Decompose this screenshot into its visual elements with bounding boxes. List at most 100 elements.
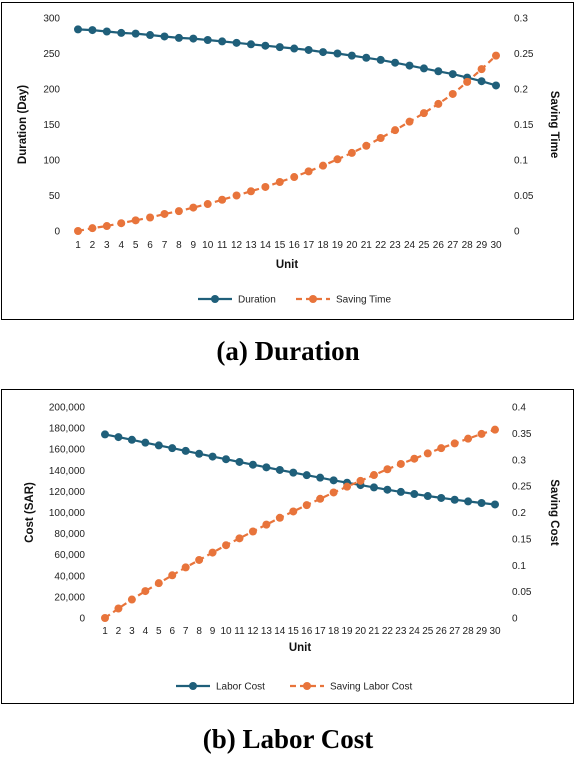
y2-tick-label: 0.2 (514, 85, 528, 96)
labor-cost-data-point (168, 444, 177, 453)
saving-time-data-point (174, 207, 183, 216)
legend-marker-saving-labor-cost (303, 682, 311, 690)
duration-data-point (347, 51, 356, 60)
chart-panel-duration: 0 50 100 150 200 250 300 0 0.05 0.1 0.15 0.2 0.25 0.3… (1, 2, 574, 320)
x-tick-label: 13 (261, 626, 273, 637)
saving-time-data-point (434, 99, 443, 108)
duration-data-point (218, 37, 227, 46)
saving-time-data-point (74, 227, 82, 235)
y-tick-label: 20,000 (54, 592, 85, 603)
y2-tick-label: 0.05 (514, 191, 534, 202)
x-tick-label: 10 (220, 626, 232, 637)
x-tick-label: 12 (231, 240, 243, 251)
labor-cost-data-point (396, 487, 405, 496)
saving-time-data-point (333, 155, 342, 164)
x-tick-label: 24 (404, 240, 416, 251)
y-tick-label: 160,000 (49, 445, 86, 456)
saving-time-data-point (463, 77, 472, 86)
saving-time-data-point (189, 203, 198, 212)
saving-labor-cost-data-point (491, 425, 499, 434)
saving-labor-cost-data-point (101, 614, 109, 622)
duration-data-point (203, 36, 212, 45)
saving-time-data-point (391, 126, 400, 135)
x-tick-label: 22 (382, 626, 394, 637)
y-tick-label: 0 (79, 614, 85, 625)
caption-labor-cost: (b) Labor Cost (202, 724, 374, 754)
y2-tick-label: 0.05 (512, 587, 532, 598)
x-tick-label: 4 (118, 240, 124, 251)
y-tick-label: 60,000 (54, 550, 85, 561)
x-tick-label: 29 (476, 626, 488, 637)
x-tick-label: 11 (217, 240, 228, 251)
saving-labor-cost-data-point (356, 476, 365, 485)
y2-tick-label: 0.15 (512, 534, 532, 545)
saving-time-series-line (77, 54, 497, 233)
x-tick-label: 2 (116, 626, 122, 637)
labor-cost-data-point (450, 495, 459, 504)
labor-cost-data-point (101, 430, 109, 439)
saving-labor-cost-data-point (181, 563, 190, 572)
saving-time-data-point (419, 109, 428, 118)
x-tick-label: 2 (90, 240, 96, 251)
labor-cost-data-point (208, 452, 217, 461)
labor-cost-data-point (316, 473, 325, 482)
y2-tick-label: 0.15 (514, 120, 534, 131)
labor-cost-data-point (477, 499, 486, 508)
y2-tick-label: 0.25 (512, 482, 532, 493)
x-tick-label: 5 (156, 626, 162, 637)
x-tick-label: 12 (247, 626, 259, 637)
y-tick-label: 50 (49, 191, 61, 202)
labor-cost-data-point (114, 433, 123, 442)
saving-time-data-point (160, 209, 169, 218)
saving-labor-cost-data-point (127, 595, 136, 604)
labor-cost-chart: 0 20,000 40,000 60,000 80,000 100,000 120,000 1… (24, 403, 560, 693)
duration-data-point (102, 27, 111, 36)
x-tick-label: 26 (433, 240, 445, 251)
x-tick-label: 23 (390, 240, 402, 251)
duration-data-point (88, 26, 97, 35)
y-axis-title: Duration (Day) (17, 85, 29, 164)
duration-data-point (492, 81, 500, 90)
x-tick-label: 18 (317, 240, 329, 251)
legend-marker-saving-time (309, 295, 317, 303)
saving-time-data-point (246, 187, 255, 196)
y-tick-label: 150 (43, 120, 60, 131)
duration-data-point (131, 29, 140, 38)
y-tick-label: 200 (43, 85, 60, 96)
y-tick-label: 200,000 (49, 403, 86, 414)
x-tick-label: 14 (260, 240, 272, 251)
duration-data-point (189, 34, 198, 43)
duration-data-point (246, 40, 255, 49)
saving-labor-cost-data-point (208, 548, 217, 557)
labor-cost-data-point (437, 493, 446, 502)
saving-time-data-point (405, 117, 414, 126)
y2-tick-label: 0.1 (512, 561, 526, 572)
saving-time-data-point (448, 89, 457, 98)
x-tick-label: 21 (368, 626, 380, 637)
saving-labor-cost-data-point (383, 465, 392, 474)
x-tick-label: 28 (463, 626, 475, 637)
saving-time-data-point (131, 216, 140, 225)
x-tick-label: 20 (355, 626, 367, 637)
y2-tick-label: 0.3 (512, 455, 526, 466)
labor-cost-data-point (423, 492, 432, 501)
labor-cost-data-point (141, 438, 150, 447)
duration-data-point (160, 32, 169, 41)
x-tick-label: 23 (395, 626, 407, 637)
legend-marker-duration (211, 295, 219, 303)
x-tick-label: 30 (490, 240, 502, 251)
legend: Labor Cost Saving Labor Cost (176, 682, 412, 693)
y2-tick-label: 0.25 (514, 49, 534, 60)
x-tick-label: 1 (102, 626, 108, 637)
x-tick-label: 14 (274, 626, 286, 637)
saving-labor-cost-data-point (343, 482, 352, 491)
saving-labor-cost-data-point (235, 534, 244, 543)
x-axis-title: Unit (289, 642, 312, 654)
saving-time-data-point (477, 65, 486, 74)
saving-time-data-point (203, 200, 212, 209)
x-tick-label: 30 (489, 626, 501, 637)
x-tick-label: 7 (183, 626, 189, 637)
x-tick-label: 25 (422, 626, 434, 637)
x-tick-label: 21 (361, 240, 373, 251)
x-tick-label: 19 (342, 626, 354, 637)
